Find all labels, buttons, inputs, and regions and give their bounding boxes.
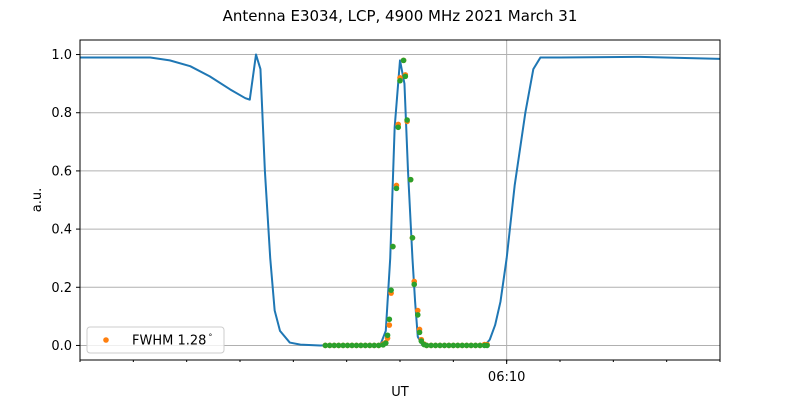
series-line [80, 53, 721, 347]
y-tick-label: 0.6 [51, 164, 72, 179]
legend-box [86, 326, 225, 354]
scatter-point-series-2 [472, 342, 479, 349]
scatter-point-series-2 [414, 312, 421, 318]
y-tick-label: 1.0 [51, 48, 72, 63]
scatter-point-series-2 [358, 342, 364, 349]
scatter-point-series-2 [454, 342, 461, 349]
legend-marker [103, 337, 109, 343]
scatter-point-series-2 [366, 342, 373, 349]
chart-title: Antenna E3034, LCP, 4900 MHz 2021 March … [223, 7, 578, 25]
scatter-point-series-2 [322, 342, 329, 349]
scatter-point-series-2 [395, 124, 402, 131]
scatter-point-series-2 [371, 342, 378, 349]
y-tick-label: 0.0 [51, 339, 72, 354]
scatter-point-series-1 [386, 322, 393, 328]
scatter-point-series-2 [459, 342, 466, 349]
legend-label: FWHM 1.28 ° [132, 333, 212, 349]
scatter-point-series-2 [362, 342, 369, 349]
legend: FWHM 1.28 ° [86, 326, 225, 354]
scatter-point-series-2 [411, 281, 418, 288]
scatter-point-series-2 [375, 342, 382, 349]
y-tick-label: 0.8 [51, 106, 72, 121]
axes: 0.0 0.2 0.4 0.6 0.8 1.0 06:10 [51, 48, 721, 385]
scatter-point-series-2 [437, 342, 443, 349]
scatter-point-series-2 [331, 342, 338, 349]
scatter-point-series-2 [388, 287, 394, 293]
scatter-point-series-2 [423, 342, 430, 349]
scatter-point-series-2 [484, 342, 490, 349]
plot-frame [79, 39, 721, 361]
scatter-point-series-2 [335, 342, 342, 349]
scatter-point-series-2 [416, 329, 423, 336]
y-axis-label: a.u. [30, 188, 45, 212]
scatter-point-series-2 [384, 332, 391, 339]
x-axis-label: UT [391, 385, 409, 400]
scatter-point-series-2 [477, 342, 483, 349]
y-tick-label: 0.2 [51, 281, 72, 296]
scatter-point-series-2 [432, 342, 439, 349]
scatter-point-series-2 [402, 73, 409, 80]
scatter-point-series-2 [446, 342, 452, 349]
scatter-point-series-2 [463, 342, 470, 349]
scatter-point-series-2 [390, 243, 396, 250]
scatter-point-series-2 [349, 342, 355, 349]
scatter-point-series-2 [407, 176, 414, 183]
scatter-point-series-2 [382, 340, 389, 346]
x-tick-label: 06:10 [488, 370, 525, 385]
scatter-point-series-2 [353, 342, 360, 349]
scatter-point-series-2 [393, 185, 400, 192]
scatter-point-series-2 [326, 342, 333, 349]
scatter-point-series-2 [441, 342, 448, 349]
scatter-point-series-2 [340, 342, 346, 349]
scatter-point-series-2 [344, 342, 351, 349]
grid [80, 40, 720, 360]
scatter-point-series-2 [404, 117, 410, 123]
scatter-point-series-1 [414, 307, 421, 314]
scatter-point-series-2 [386, 316, 393, 323]
scatter-point-series-2 [409, 235, 416, 241]
scatter-point-series-2 [400, 57, 407, 64]
scatter-point-series-2 [468, 342, 474, 349]
y-tick-label: 0.4 [51, 223, 72, 238]
scatter-point-series-2 [397, 77, 403, 84]
scatter-point-series-2 [428, 342, 434, 349]
scatter-point-series-2 [450, 342, 457, 349]
series-layer [80, 53, 721, 349]
